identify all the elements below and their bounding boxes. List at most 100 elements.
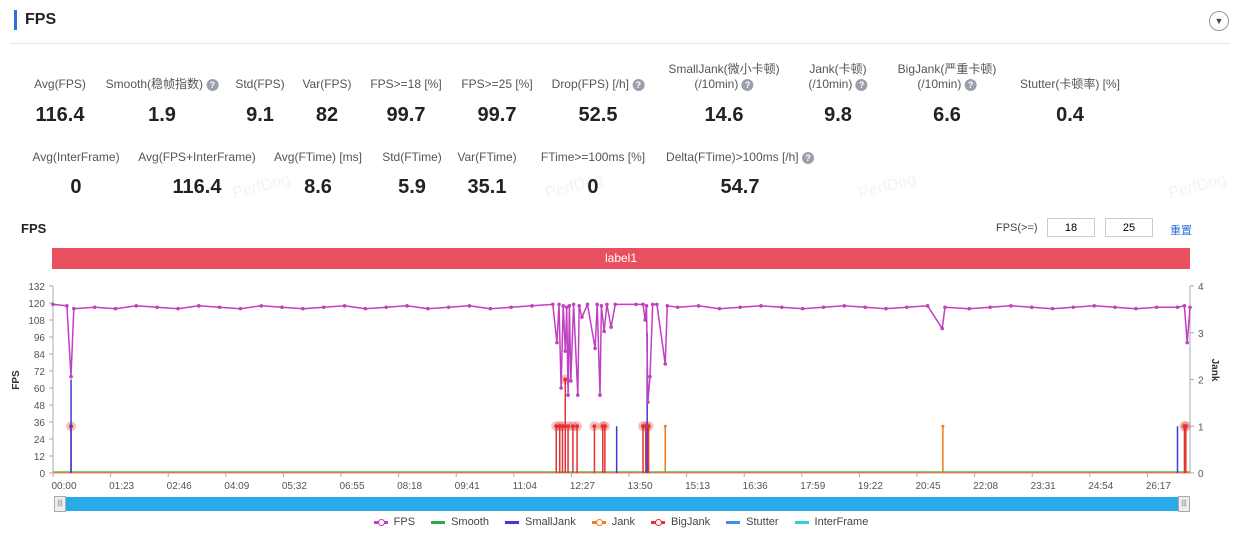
help-icon[interactable]: ? — [741, 78, 754, 91]
stat-label: Avg(FTime) [ms] — [273, 150, 363, 164]
stat-stats_row1-1: Smooth(稳帧指数) ? 1.9 — [106, 0, 219, 127]
y-tick-label: 132 — [28, 282, 45, 293]
legend-item-bigjank[interactable]: BigJank — [650, 516, 710, 528]
legend-item-smooth[interactable]: Smooth — [431, 516, 489, 528]
fps-point — [1154, 305, 1159, 310]
help-icon[interactable]: ? — [632, 78, 645, 91]
stat-value: 0 — [587, 176, 599, 198]
stat-stats_row1-8: Jank(卡顿) (/10min) ? 9.8 — [808, 0, 868, 127]
reset-link[interactable]: 重置 — [1170, 225, 1192, 237]
fps-point — [634, 302, 638, 307]
bigjank-marker — [646, 424, 651, 429]
fps-point — [1050, 306, 1055, 311]
help-icon[interactable]: ? — [964, 78, 977, 91]
fps-point — [1185, 340, 1190, 345]
fps-point — [1134, 306, 1138, 311]
stat-value: 1.9 — [148, 104, 176, 126]
y-tick-label: 36 — [34, 418, 46, 429]
x-tick-label: 00:00 — [51, 481, 76, 492]
fps-point — [559, 386, 563, 390]
bigjank-marker — [554, 424, 559, 429]
fps-point — [384, 305, 388, 310]
fps-point — [530, 304, 534, 308]
stat-value: 54.7 — [720, 176, 760, 198]
fps-point — [467, 304, 472, 308]
stat-value: 0.4 — [1056, 104, 1084, 126]
fps-point — [599, 304, 604, 308]
stat-value: 116.4 — [172, 176, 222, 198]
label-band[interactable]: label1 — [52, 248, 1190, 269]
y2-tick-label: 2 — [1198, 376, 1204, 387]
jank-marker — [663, 424, 667, 428]
stat-label: Stutter(卡顿率) [%] — [1019, 77, 1121, 91]
x-tick-label: 04:09 — [224, 481, 249, 492]
fps-point — [569, 379, 573, 383]
x-tick-label: 22:08 — [973, 481, 998, 492]
fps-point — [585, 302, 590, 307]
chevron-down-icon[interactable]: ▼ — [1209, 11, 1229, 31]
y2-tick-label: 4 — [1198, 282, 1204, 293]
x-tick-label: 20:45 — [915, 481, 940, 492]
fps-point — [69, 374, 73, 379]
stat-stats_row1-2: Std(FPS) 9.1 — [235, 0, 284, 127]
fps-point — [567, 304, 572, 308]
bigjank-marker — [566, 424, 571, 429]
stat-label: Jank(卡顿) — [809, 62, 867, 76]
fps-point — [759, 304, 763, 308]
stat-label: BigJank(严重卡顿) — [897, 62, 997, 76]
stat-stats_row2-6: Delta(FTime)>100ms [/h] ? 54.7 — [666, 0, 814, 199]
stat-stats_row1-6: Drop(FPS) [/h] ? 52.5 — [552, 0, 645, 127]
fps-point — [609, 325, 613, 329]
fps-point — [571, 302, 576, 307]
fps-point — [488, 306, 493, 311]
legend-item-smalljank[interactable]: SmallJank — [504, 516, 576, 528]
y-tick-label: 120 — [28, 299, 45, 310]
stat-value: 5.9 — [398, 176, 426, 198]
legend-label: Stutter — [746, 516, 779, 528]
fps-threshold-2-input[interactable] — [1105, 218, 1153, 237]
x-tick-label: 23:31 — [1031, 481, 1056, 492]
fps-point — [780, 305, 784, 310]
help-icon[interactable]: ? — [801, 151, 814, 164]
fps-threshold-1-input[interactable] — [1047, 218, 1095, 237]
fps-point — [580, 315, 584, 319]
bigjank-marker — [563, 377, 568, 382]
timeline-scrollbar[interactable]: ||| ||| — [54, 496, 1190, 512]
legend-item-interframe[interactable]: InterFrame — [794, 516, 869, 528]
help-icon[interactable]: ? — [206, 78, 219, 91]
stat-label: SmallJank(微小卡顿) — [668, 62, 780, 76]
y2-axis-title: Jank — [1209, 359, 1220, 382]
help-icon[interactable]: ? — [855, 78, 868, 91]
legend-item-stutter[interactable]: Stutter — [726, 516, 779, 528]
fps-point — [342, 304, 347, 308]
legend-item-fps[interactable]: FPS — [373, 516, 415, 528]
fps-point — [967, 306, 972, 311]
fps-point — [176, 306, 180, 311]
chart-legend: FPS Smooth SmallJank Jank BigJank Stutter Inte… — [0, 516, 1242, 528]
x-tick-label: 08:18 — [397, 481, 422, 492]
legend-label: InterFrame — [814, 516, 869, 528]
fps-point — [426, 306, 430, 311]
y2-tick-label: 0 — [1198, 469, 1204, 480]
fps-point — [561, 304, 565, 308]
fps-point — [363, 306, 368, 311]
legend-item-jank[interactable]: Jank — [591, 516, 635, 528]
stat-value: 6.6 — [933, 104, 961, 126]
stat-stats_row2-2: Avg(FTime) [ms] 8.6 — [274, 0, 362, 199]
x-tick-label: 13:50 — [627, 481, 652, 492]
fps-point — [196, 304, 201, 308]
x-tick-label: 17:59 — [800, 481, 825, 492]
scroll-handle-left[interactable]: ||| — [54, 496, 66, 512]
fps-point — [1092, 304, 1097, 308]
stat-label: Std(FTime) — [382, 150, 442, 164]
y-tick-label: 0 — [39, 469, 45, 480]
legend-label: SmallJank — [524, 516, 576, 528]
y-tick-label: 96 — [34, 333, 46, 344]
fps-point — [564, 305, 569, 310]
fps-point — [602, 329, 606, 334]
scroll-handle-right[interactable]: ||| — [1178, 496, 1190, 512]
legend-swatch-icon — [726, 520, 741, 524]
fps-point — [696, 304, 701, 308]
y-tick-label: 108 — [28, 316, 45, 327]
